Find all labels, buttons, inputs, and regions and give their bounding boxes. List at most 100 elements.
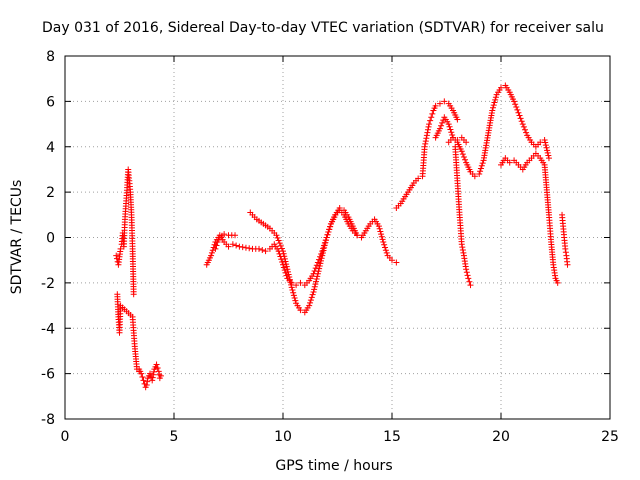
data-point <box>424 129 431 136</box>
data-point <box>383 249 390 256</box>
data-point <box>239 244 246 251</box>
y-tick-label: -4 <box>41 321 55 337</box>
data-point <box>459 244 466 251</box>
data-point <box>422 140 429 147</box>
data-point <box>322 237 329 244</box>
data-point <box>284 266 291 273</box>
data-point <box>562 249 569 256</box>
data-point <box>229 241 236 248</box>
data-point <box>280 264 287 271</box>
data-point <box>282 258 289 265</box>
data-point <box>288 284 295 291</box>
series-seg3-inner <box>445 134 470 146</box>
data-point <box>143 381 150 388</box>
data-point <box>423 132 430 139</box>
data-point <box>379 236 386 243</box>
data-point <box>275 237 282 244</box>
data-point <box>445 121 452 128</box>
series-seg2-lower <box>247 205 361 316</box>
data-point <box>209 247 216 254</box>
series-seg2-branch <box>212 231 239 252</box>
data-point <box>321 242 328 249</box>
data-point <box>515 109 522 116</box>
series-seg1-spike <box>113 166 137 298</box>
data-point <box>464 272 471 279</box>
data-point <box>564 261 571 268</box>
data-point <box>319 252 326 259</box>
data-point <box>326 226 333 233</box>
data-point <box>256 245 263 252</box>
data-point <box>313 278 320 285</box>
data-marks <box>113 82 571 391</box>
data-point <box>415 175 422 182</box>
data-point <box>259 246 266 253</box>
data-point <box>307 299 314 306</box>
data-point <box>382 247 389 254</box>
data-point <box>521 126 528 133</box>
data-point <box>491 99 498 106</box>
x-tick-label: 0 <box>61 429 70 445</box>
data-point <box>314 273 321 280</box>
data-point <box>429 110 436 117</box>
data-point <box>490 102 497 109</box>
data-point <box>427 117 434 124</box>
data-point <box>283 263 290 270</box>
data-point <box>285 271 292 278</box>
axis-ticks: 0 5 10 15 20 25 -8 -6 -4 -2 0 2 4 6 8 <box>41 49 619 445</box>
data-point <box>454 136 461 143</box>
data-point <box>476 170 483 177</box>
data-point <box>436 125 443 132</box>
data-point <box>545 155 552 162</box>
data-point <box>489 107 496 114</box>
series-seg1-bottom <box>136 361 164 391</box>
data-point <box>155 368 162 375</box>
data-point <box>315 268 322 275</box>
data-point <box>289 287 296 294</box>
series-seg3-drop <box>452 143 474 289</box>
data-point <box>375 223 382 230</box>
data-point <box>518 118 525 125</box>
data-point <box>460 249 467 256</box>
x-tick-label: 20 <box>492 429 510 445</box>
data-point <box>354 232 361 239</box>
data-point <box>506 159 513 166</box>
x-tick-label: 5 <box>170 429 179 445</box>
data-point <box>325 229 332 236</box>
data-point <box>310 288 317 295</box>
data-point <box>520 123 527 130</box>
data-point <box>144 378 151 385</box>
data-point <box>280 250 287 257</box>
data-point <box>297 279 304 286</box>
data-point <box>157 372 164 379</box>
data-point <box>280 248 286 255</box>
data-point <box>154 364 161 371</box>
data-point <box>286 276 293 283</box>
data-point <box>212 245 219 252</box>
y-tick-label: 2 <box>46 185 55 201</box>
data-point <box>213 242 220 249</box>
data-point <box>149 377 156 384</box>
data-point <box>514 106 521 113</box>
data-point <box>319 250 326 257</box>
data-point <box>287 279 294 286</box>
data-point <box>139 374 146 381</box>
grid <box>65 56 610 419</box>
x-tick-label: 25 <box>601 429 619 445</box>
data-point <box>242 244 249 251</box>
data-point <box>542 139 549 146</box>
data-point <box>477 168 484 175</box>
data-point <box>545 152 552 159</box>
series-seg3-rise <box>393 98 461 212</box>
data-point <box>467 282 474 289</box>
data-point <box>276 240 283 247</box>
data-point <box>511 98 518 105</box>
data-point <box>490 104 497 111</box>
data-point <box>225 243 232 250</box>
data-point <box>544 147 551 154</box>
data-point <box>311 286 318 293</box>
data-point <box>446 123 453 130</box>
series-seg4-low <box>498 150 561 286</box>
data-point <box>478 162 485 169</box>
data-point <box>381 241 388 248</box>
data-point <box>324 231 331 238</box>
